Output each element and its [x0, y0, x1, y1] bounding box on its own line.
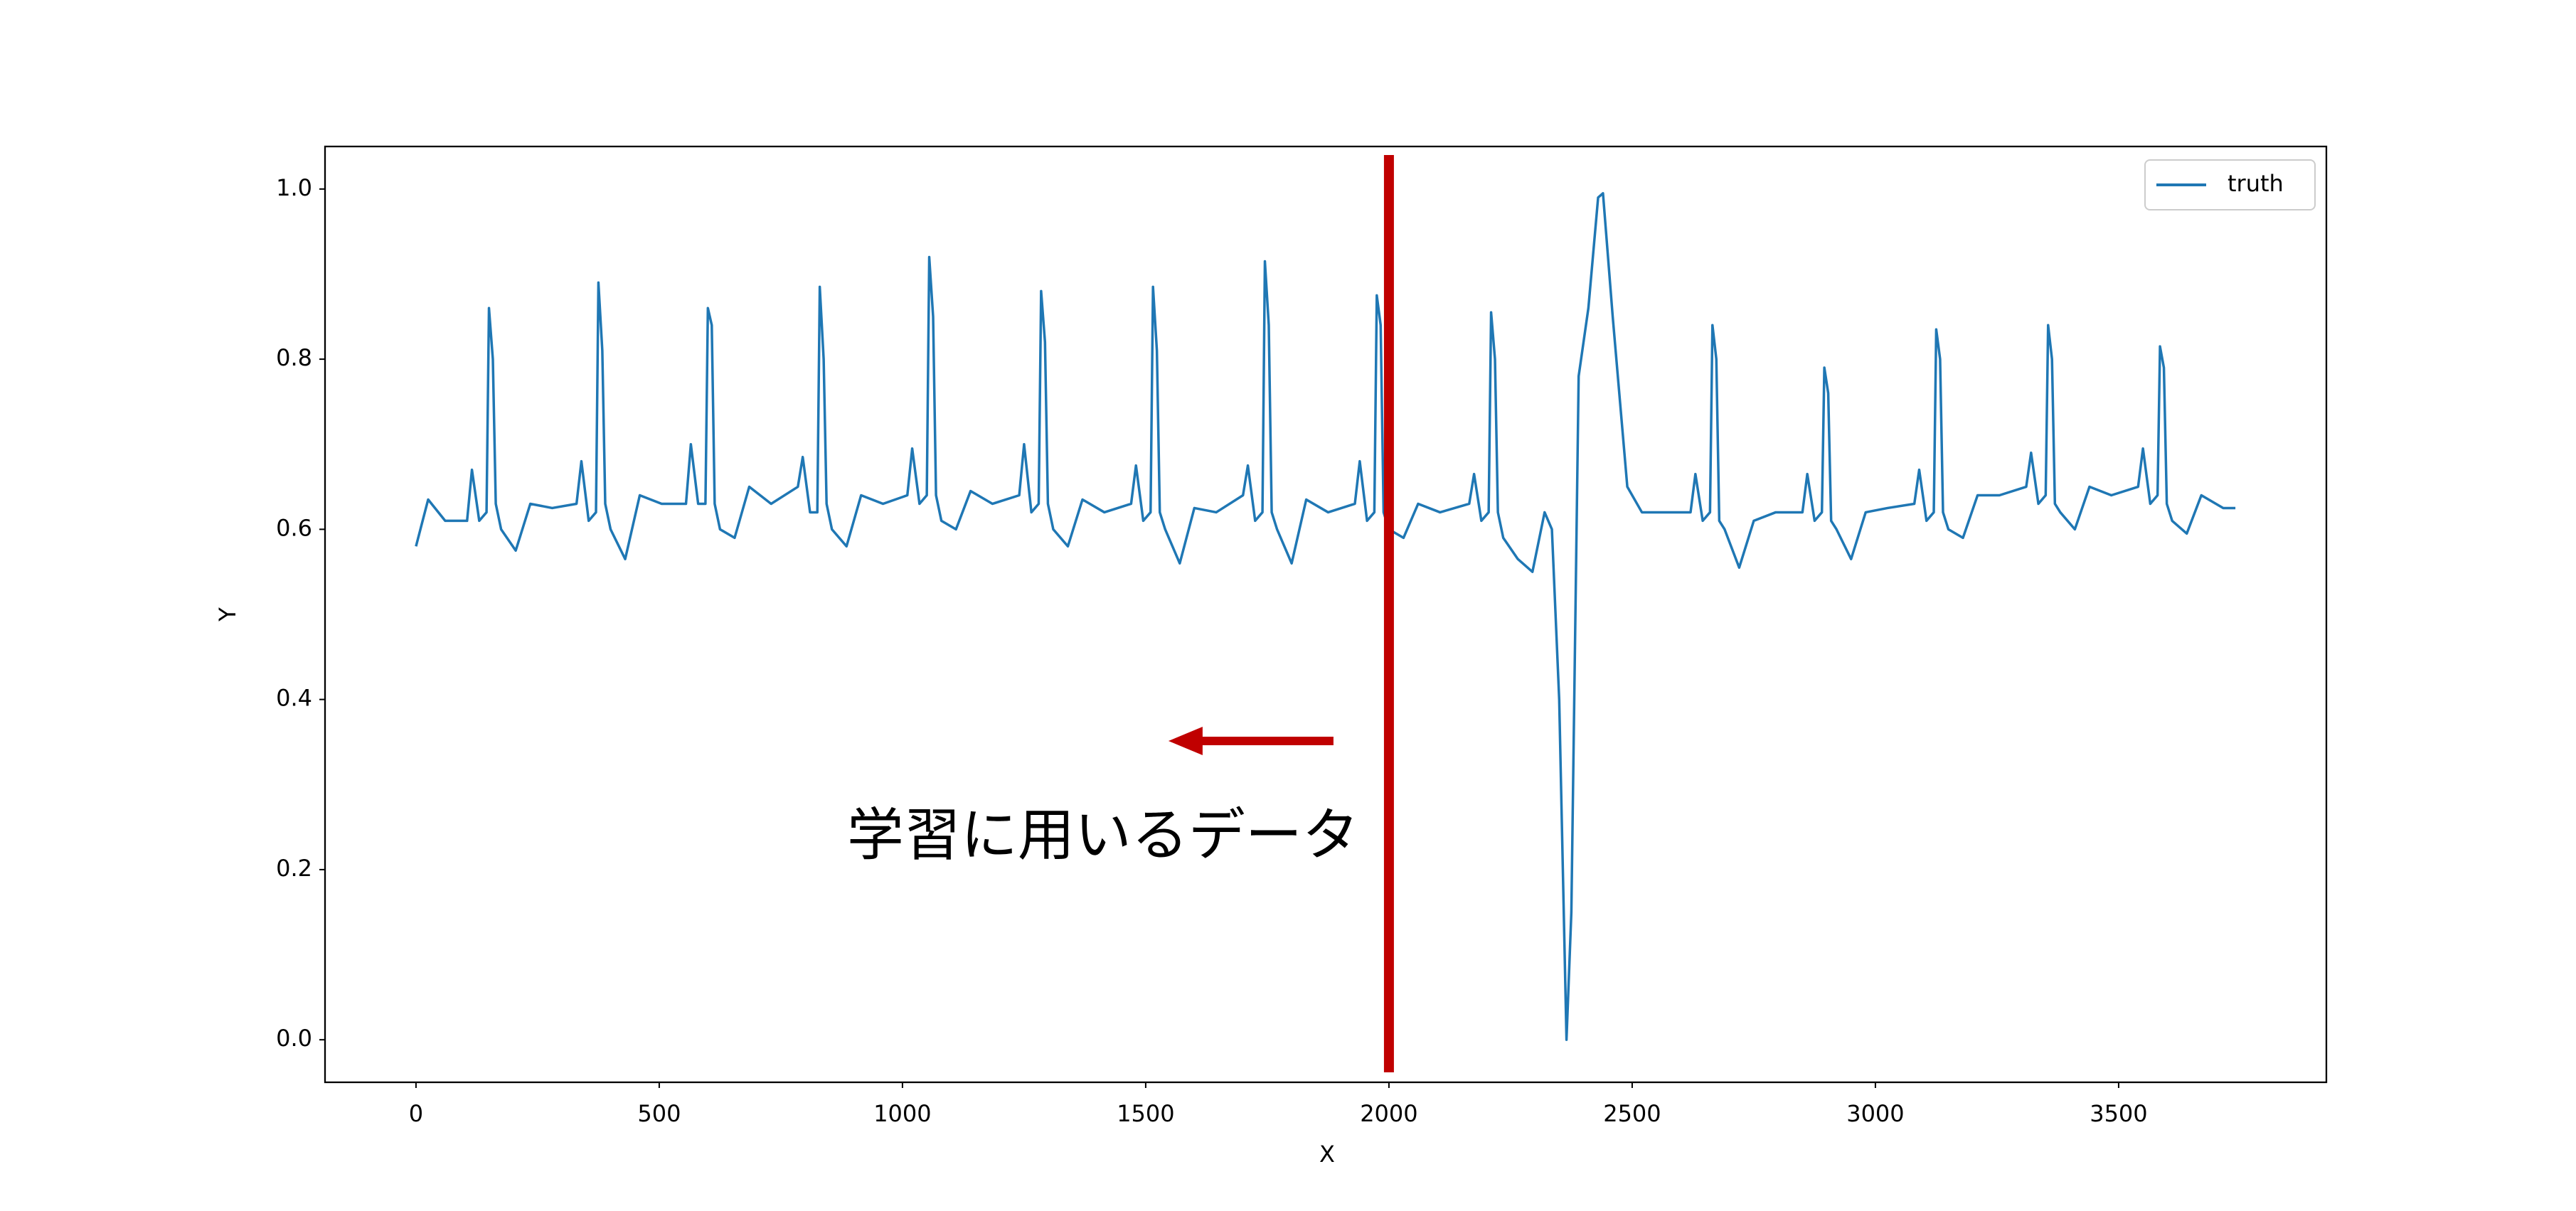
y-tick-label: 0.8	[276, 344, 312, 371]
y-tick-label: 1.0	[276, 174, 312, 201]
y-axis-label: Y	[214, 607, 241, 622]
x-tick-label: 1000	[873, 1100, 931, 1127]
x-axis-label: X	[1319, 1141, 1335, 1168]
y-tick-label: 0.4	[276, 685, 312, 712]
x-tick-label: 0	[409, 1100, 423, 1127]
x-tick-label: 2500	[1603, 1100, 1661, 1127]
x-tick-label: 3000	[1846, 1100, 1904, 1127]
x-tick-label: 3500	[2090, 1100, 2147, 1127]
legend-label: truth	[2228, 170, 2284, 197]
y-tick-label: 0.6	[276, 514, 312, 541]
legend-box	[2144, 159, 2316, 210]
y-tick-label: 0.2	[276, 855, 312, 882]
x-tick-label: 2000	[1360, 1100, 1417, 1127]
x-tick-label: 500	[637, 1100, 681, 1127]
x-tick-label: 1500	[1117, 1100, 1174, 1127]
axes-frame	[324, 145, 2328, 1084]
y-tick-label: 0.0	[276, 1025, 312, 1052]
arrow-head	[1168, 727, 1203, 755]
annotation: 学習に用いるデータ	[847, 802, 1359, 868]
series-line	[415, 192, 2236, 1041]
